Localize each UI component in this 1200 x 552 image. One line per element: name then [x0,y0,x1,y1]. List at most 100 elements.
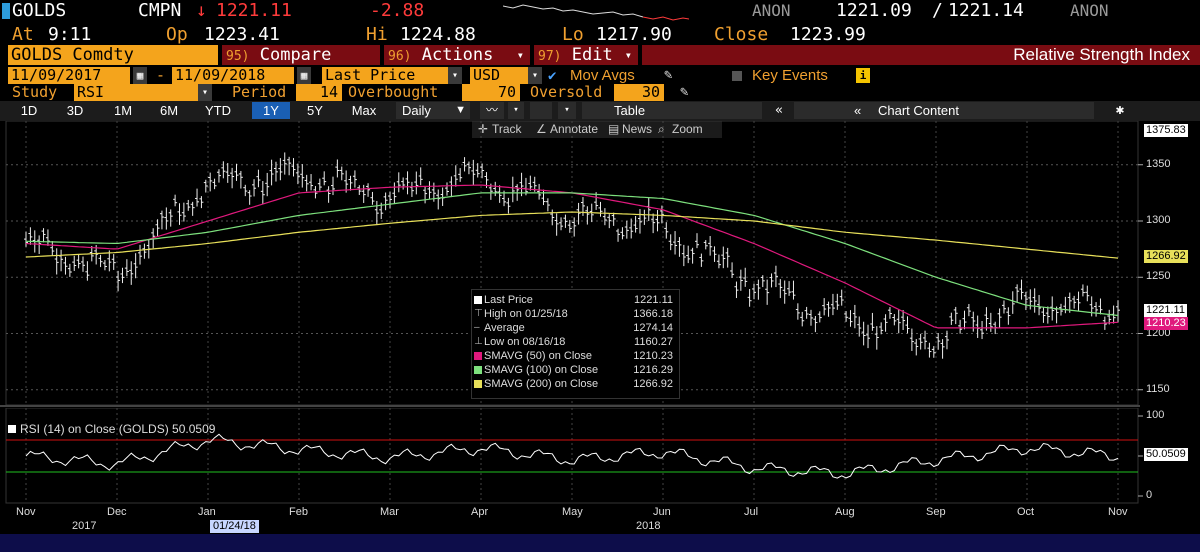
zoom-icon[interactable]: ⌕ [658,122,665,136]
rsi-value-tag: 50.0509 [1144,448,1188,461]
month-label: May [562,506,583,518]
month-label: Aug [835,506,855,518]
chart-type-dropdown-icon[interactable]: ▾ [508,102,524,119]
chart-content-button[interactable]: « Chart Content [794,102,1094,119]
end-date-field[interactable]: 11/09/2018 [172,67,294,84]
high-price-tag: 1375.83 [1144,124,1188,137]
overbought-label: Overbought [348,83,439,101]
range-ytd[interactable]: YTD [205,103,231,118]
chart-legend[interactable]: Last Price 1221.11 ⊤ High on 01/25/18 136… [471,289,680,399]
rsi-chart[interactable] [0,408,1200,504]
range-1m[interactable]: 1M [113,103,133,118]
price-tick-label: 1300 [1146,214,1171,226]
rsi-tick-label: 100 [1146,409,1165,421]
period-label: Period [232,83,287,101]
edit-menu[interactable]: 97) Edit ▾ [534,45,638,65]
key-events-label[interactable]: Key Events [752,67,828,84]
annotate-button[interactable]: Annotate [550,122,599,136]
ask-source: ANON [1070,1,1109,20]
function-title: Relative Strength Index [1013,45,1190,64]
chart-content-label: Chart Content [878,103,959,118]
ask-price: 1221.14 [948,0,1024,21]
range-5y[interactable]: 5Y [307,103,323,118]
end-calendar-icon[interactable]: ▦ [297,67,311,84]
bid-price: 1221.09 [836,0,912,21]
track-icon[interactable]: ✛ [478,122,489,136]
actions-dropdown-icon: ▾ [516,48,524,62]
table-button[interactable]: Table [582,102,762,119]
rsi-legend-text: RSI (14) on Close (GOLDS) 50.0509 [20,422,216,436]
compare-menu[interactable]: 95) Compare [222,45,380,65]
oversold-label: Oversold [530,83,603,101]
study-pencil-icon[interactable]: ✎ [680,84,689,100]
range-bar: 1D 3D 1M 6M YTD 1Y 5Y Max Daily ▼ 〰 ▾ ▾ … [0,101,1200,121]
range-6m[interactable]: 6M [159,103,179,118]
chart-type-icon[interactable]: 〰 [480,102,504,119]
legend-high-value: 1366.18 [633,308,673,320]
legend-sma200-value: 1266.92 [633,378,673,390]
bid-ask-separator: / [932,0,943,21]
bottom-bar [0,534,1200,552]
security-name: GOLDS Comdty [11,45,134,65]
security-field[interactable]: GOLDS Comdty [8,45,218,65]
track-button[interactable]: Track [492,122,522,136]
settings-gear-icon[interactable]: ✱ [1115,102,1125,118]
zoom-button[interactable]: Zoom [672,122,703,136]
range-max[interactable]: Max [351,103,377,118]
chart-style-button[interactable] [530,102,552,119]
price-field-select[interactable]: Last Price ▾ [322,67,462,84]
sma200-price-tag: 1266.92 [1144,250,1188,263]
currency-select[interactable]: USD ▾ [470,67,542,84]
frequency-dropdown-icon: ▼ [455,104,466,116]
ticker-marker [2,3,10,19]
study-select[interactable]: RSI ▾ [74,84,212,101]
ohlc-row: At 9:11 Op 1223.41 Hi 1224.88 Lo 1217.90… [0,24,1200,46]
key-events-checkbox[interactable] [732,71,742,81]
month-label: Mar [380,506,399,518]
mov-avgs-checkbox[interactable]: ✔ [548,68,557,84]
edit-number: 97) [538,49,562,64]
price-source: CMPN [138,0,182,21]
pencil-icon[interactable]: ✎ [664,67,673,83]
edit-label: Edit [571,45,613,65]
price-field-dropdown-icon: ▾ [448,67,462,84]
sma50-price-tag: 1210.23 [1144,317,1188,330]
currency: USD [473,66,501,84]
open-value: 1223.41 [204,24,280,45]
month-label: Sep [926,506,946,518]
panel-divider[interactable] [0,405,1140,407]
chart-style-dropdown-icon[interactable]: ▾ [558,102,576,119]
overbought-field[interactable]: 70 [462,84,520,101]
info-icon[interactable]: i [856,68,870,83]
price-tick-label: 1250 [1146,270,1171,283]
actions-label: Actions [421,45,494,65]
at-time: 9:11 [48,24,92,45]
study-label: Study [12,83,58,101]
mov-avgs-label[interactable]: Mov Avgs [570,67,635,84]
start-calendar-icon[interactable]: ▦ [133,67,147,84]
start-date-field[interactable]: 11/09/2017 [8,67,130,84]
legend-sma100: SMAVG (100) on Close [474,363,598,377]
period-field[interactable]: 14 [296,84,342,101]
rsi-line [25,433,1119,479]
range-1y[interactable]: 1Y [252,102,290,119]
overbought-value: 70 [497,83,516,101]
ticker[interactable]: GOLDS [12,0,67,21]
frequency-select[interactable]: Daily ▼ [396,102,470,119]
news-icon[interactable]: ▤ [608,122,620,136]
legend-average: – Average [474,322,525,334]
legend-sma50-value: 1210.23 [633,350,673,362]
news-button[interactable]: News [622,122,653,136]
range-1d[interactable]: 1D [20,103,38,118]
legend-last-price: Last Price [474,293,533,307]
legend-average-value: 1274.14 [633,322,673,334]
study-row: Study RSI ▾ Period 14 Overbought 70 Over… [0,84,1200,102]
compare-label: Compare [259,45,332,65]
actions-menu[interactable]: 96) Actions ▾ [384,45,530,65]
annotate-icon[interactable]: ∠ [536,122,547,136]
range-3d[interactable]: 3D [66,103,84,118]
oversold-field[interactable]: 30 [614,84,664,101]
month-label: Apr [471,506,489,518]
high-value: 1224.88 [400,24,476,45]
collapse-icon[interactable]: « [775,103,783,118]
